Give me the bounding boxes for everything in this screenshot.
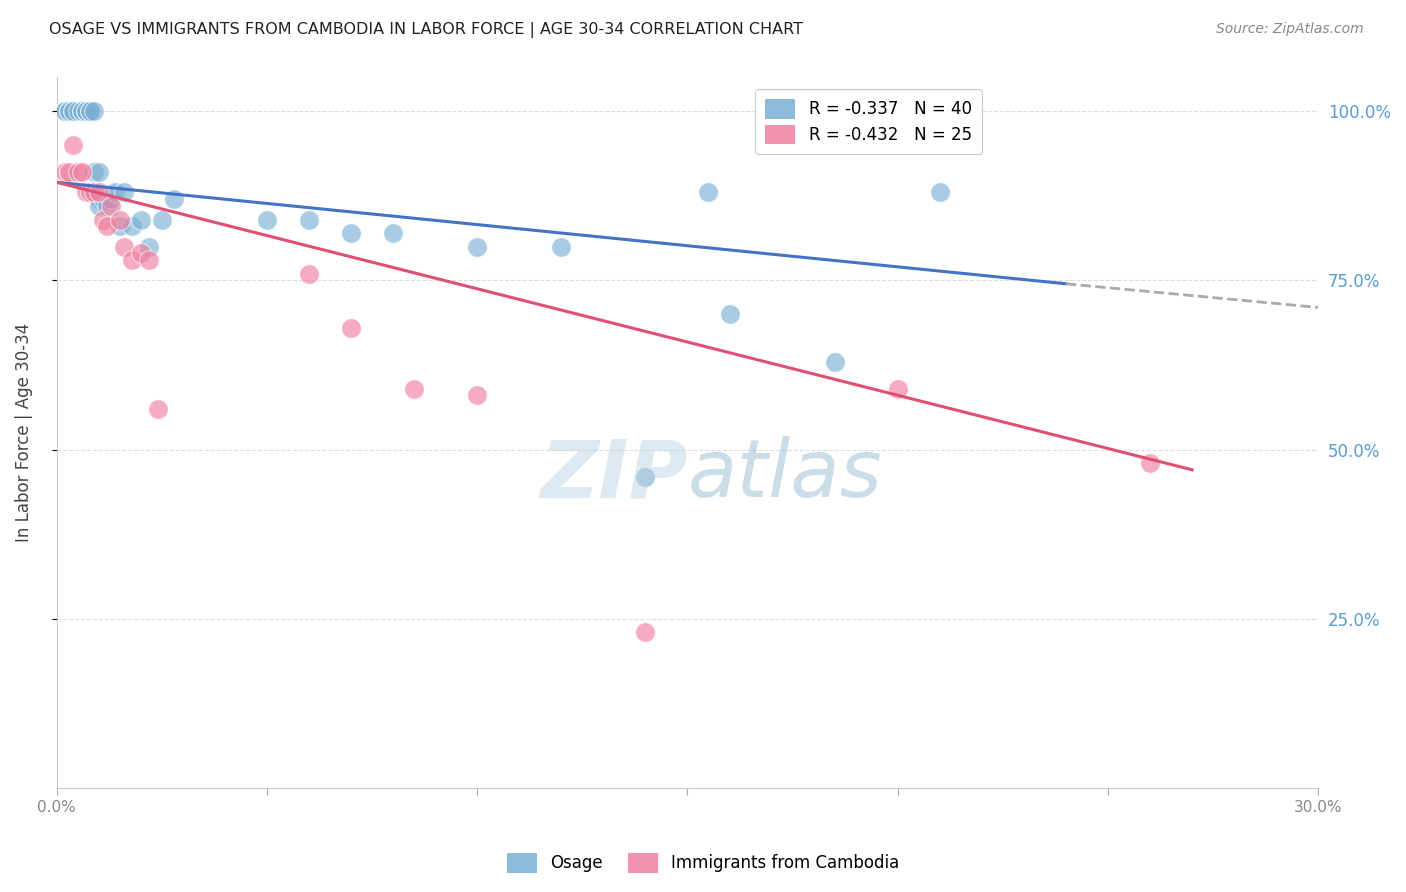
Point xyxy=(382,226,405,240)
Point xyxy=(53,165,76,179)
Point xyxy=(163,192,186,206)
Point xyxy=(83,165,105,179)
Point xyxy=(53,104,76,119)
Point xyxy=(58,104,80,119)
Point xyxy=(634,625,657,640)
Point xyxy=(83,104,105,119)
Point xyxy=(75,186,97,200)
Point xyxy=(112,186,135,200)
Point xyxy=(91,212,114,227)
Point xyxy=(404,382,426,396)
Point xyxy=(91,192,114,206)
Point xyxy=(87,186,110,200)
Point xyxy=(58,104,80,119)
Point xyxy=(928,186,950,200)
Point xyxy=(87,192,110,206)
Point xyxy=(100,192,122,206)
Point xyxy=(87,199,110,213)
Point xyxy=(550,239,572,253)
Point xyxy=(100,199,122,213)
Point xyxy=(138,239,160,253)
Point xyxy=(340,226,363,240)
Point xyxy=(66,104,89,119)
Text: atlas: atlas xyxy=(688,436,882,514)
Text: Source: ZipAtlas.com: Source: ZipAtlas.com xyxy=(1216,22,1364,37)
Point xyxy=(150,212,173,227)
Point xyxy=(1139,456,1161,470)
Point xyxy=(465,239,488,253)
Point xyxy=(138,253,160,268)
Point xyxy=(83,186,105,200)
Point xyxy=(340,320,363,334)
Point xyxy=(108,219,131,234)
Point xyxy=(718,307,741,321)
Point xyxy=(62,104,84,119)
Text: ZIP: ZIP xyxy=(540,436,688,514)
Point xyxy=(53,104,76,119)
Point xyxy=(886,382,908,396)
Point xyxy=(104,186,127,200)
Point xyxy=(79,104,101,119)
Point xyxy=(108,212,131,227)
Point xyxy=(298,267,321,281)
Point xyxy=(96,199,118,213)
Point xyxy=(70,104,93,119)
Point xyxy=(129,246,152,260)
Point xyxy=(62,138,84,153)
Point xyxy=(146,401,169,416)
Point xyxy=(70,104,93,119)
Point xyxy=(87,165,110,179)
Y-axis label: In Labor Force | Age 30-34: In Labor Force | Age 30-34 xyxy=(15,323,32,542)
Point xyxy=(634,469,657,483)
Point xyxy=(129,212,152,227)
Point xyxy=(298,212,321,227)
Point xyxy=(465,388,488,402)
Point xyxy=(112,239,135,253)
Legend: Osage, Immigrants from Cambodia: Osage, Immigrants from Cambodia xyxy=(501,847,905,880)
Point xyxy=(58,165,80,179)
Point xyxy=(79,104,101,119)
Point xyxy=(96,219,118,234)
Point xyxy=(75,104,97,119)
Point xyxy=(121,253,143,268)
Text: OSAGE VS IMMIGRANTS FROM CAMBODIA IN LABOR FORCE | AGE 30-34 CORRELATION CHART: OSAGE VS IMMIGRANTS FROM CAMBODIA IN LAB… xyxy=(49,22,803,38)
Point xyxy=(75,104,97,119)
Point xyxy=(79,186,101,200)
Point xyxy=(70,165,93,179)
Legend: R = -0.337   N = 40, R = -0.432   N = 25: R = -0.337 N = 40, R = -0.432 N = 25 xyxy=(755,89,981,154)
Point xyxy=(66,165,89,179)
Point xyxy=(62,104,84,119)
Point xyxy=(824,354,846,368)
Point xyxy=(256,212,278,227)
Point xyxy=(697,186,720,200)
Point xyxy=(121,219,143,234)
